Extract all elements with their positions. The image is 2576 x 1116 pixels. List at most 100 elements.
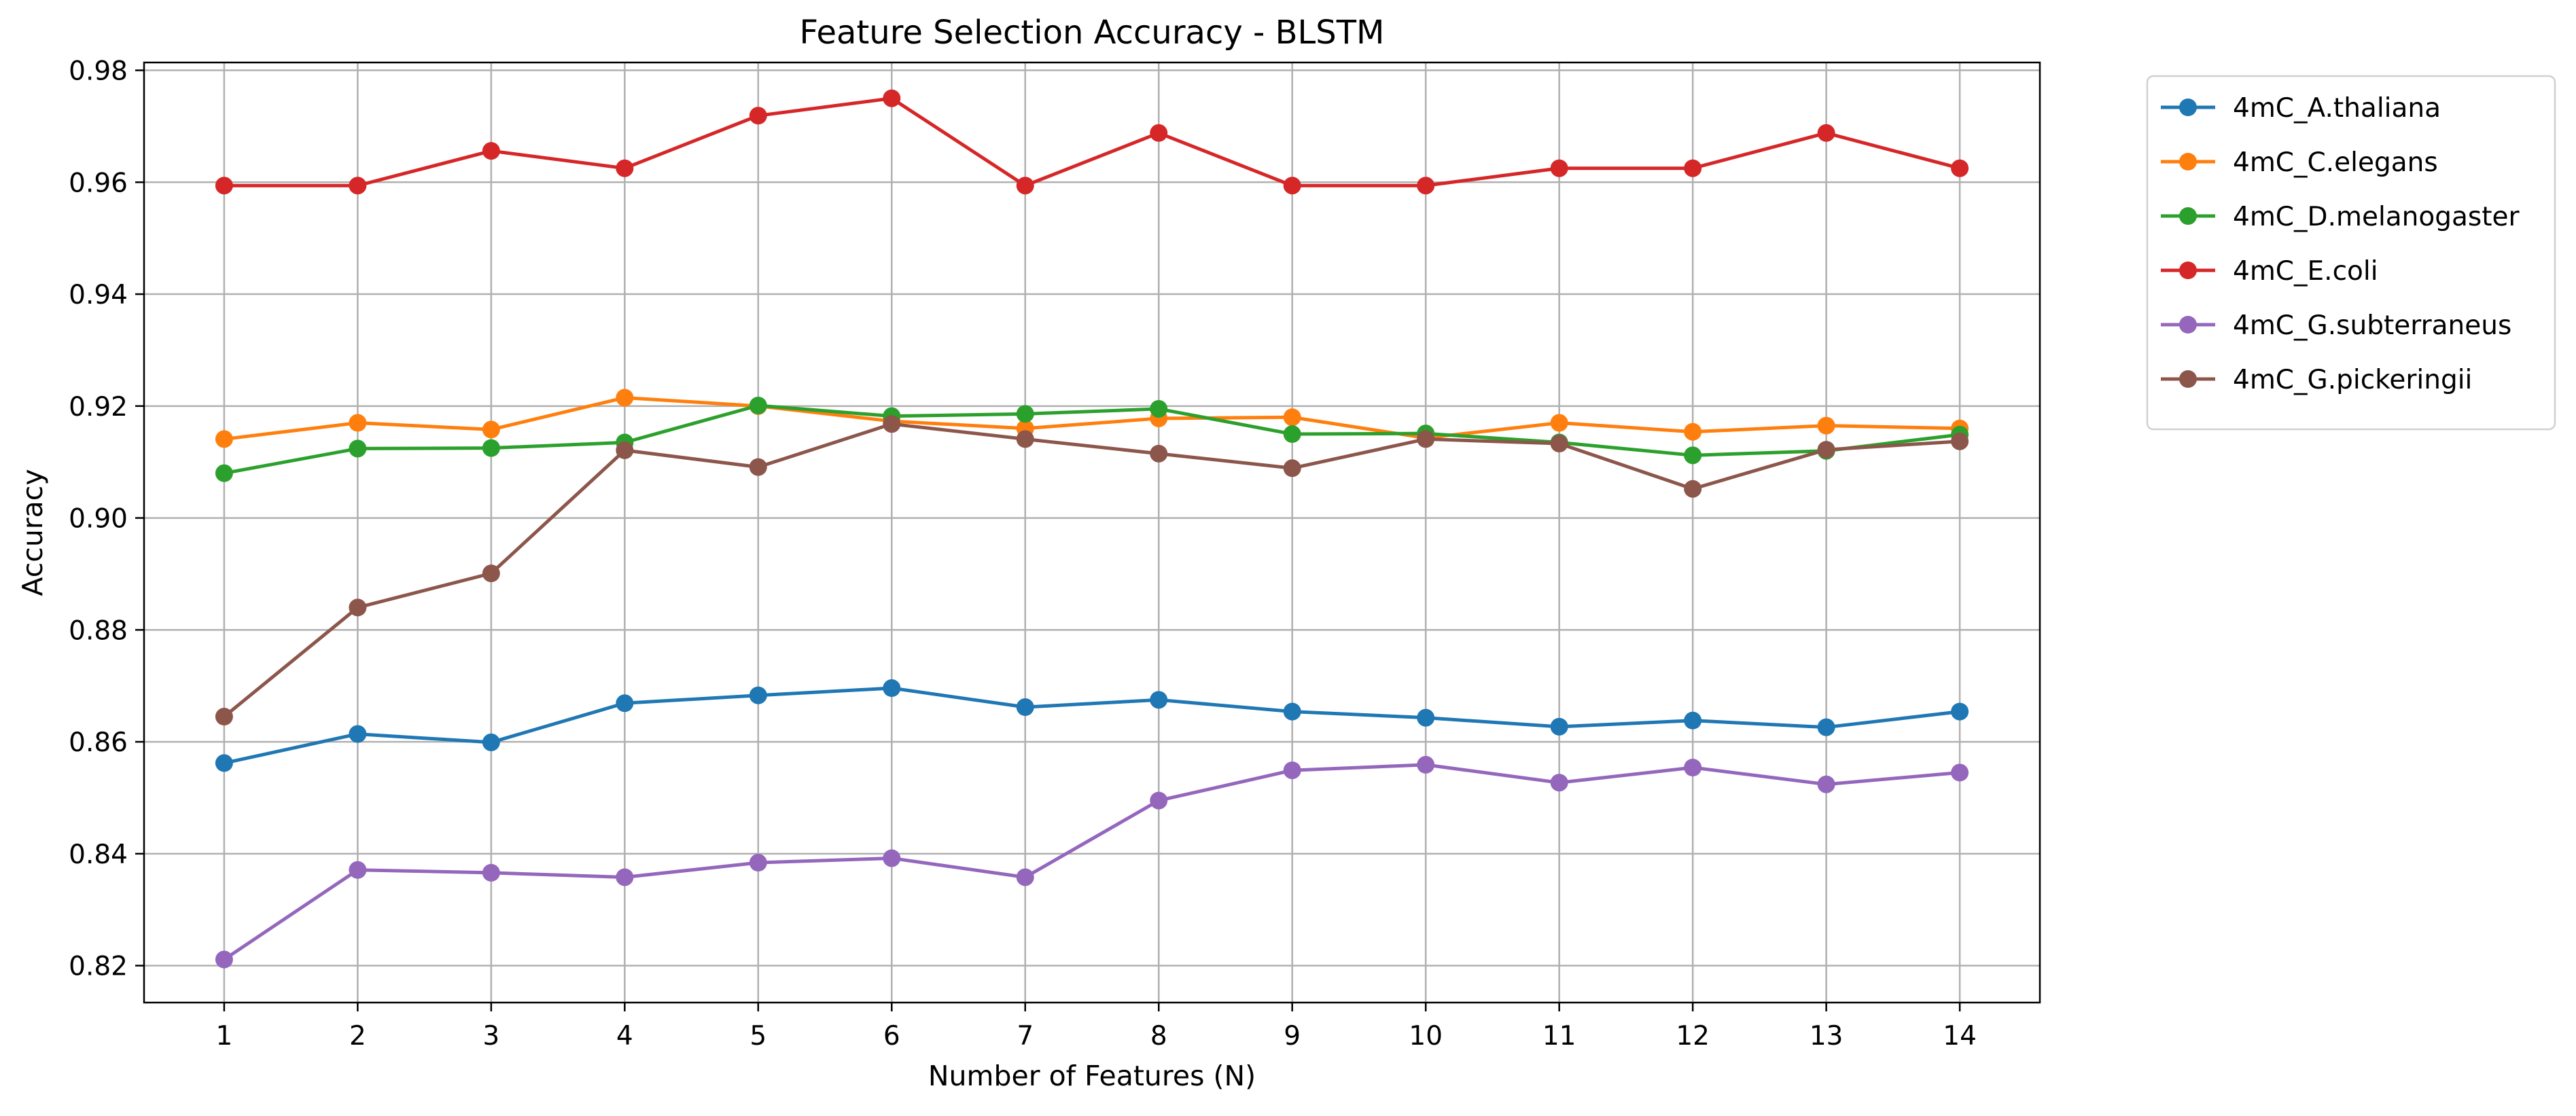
data-point <box>482 564 500 583</box>
series-4mC_E.coli <box>215 89 1969 195</box>
data-point <box>1684 759 1702 776</box>
y-tick-label: 0.88 <box>69 615 128 646</box>
grid-layer <box>144 62 2040 1003</box>
y-tick-label: 0.96 <box>69 168 128 198</box>
series-4mC_G.subterraneus <box>215 755 1969 969</box>
plot-frame <box>143 61 2041 1004</box>
y-tick-label: 0.82 <box>69 952 128 982</box>
legend-marker <box>2179 370 2197 388</box>
legend-label: 4mC_A.thaliana <box>2233 93 2441 124</box>
chart-title: Feature Selection Accuracy - BLSTM <box>800 14 1385 52</box>
series-line <box>223 422 1960 718</box>
y-tick-label: 0.84 <box>69 840 128 870</box>
data-point <box>749 107 767 125</box>
data-point <box>1283 702 1301 721</box>
data-point <box>1684 446 1702 465</box>
data-point <box>1417 708 1435 727</box>
series-layer <box>215 89 1969 969</box>
data-point <box>1684 159 1702 177</box>
data-point <box>1951 702 1969 721</box>
series-line <box>223 763 1960 961</box>
x-tick-label: 3 <box>482 1021 499 1051</box>
data-point <box>349 414 367 432</box>
data-point <box>883 415 901 433</box>
data-point <box>749 686 767 704</box>
data-point <box>1016 430 1034 448</box>
series-line <box>224 686 1960 765</box>
x-tick-label: 1 <box>215 1021 232 1051</box>
data-point <box>1150 444 1168 463</box>
legend-item: 4mC_A.thaliana <box>2161 93 2441 124</box>
data-point <box>215 708 233 726</box>
data-point <box>1550 774 1568 792</box>
data-point <box>1016 405 1034 423</box>
data-point <box>215 950 233 969</box>
y-axis: 0.82 0.84 0.86 0.88 0.90 0.92 0.94 0.96 0.98 <box>69 56 144 982</box>
x-tick-label: 13 <box>1810 1021 1843 1051</box>
data-point <box>1951 432 1969 450</box>
data-point <box>1550 159 1568 177</box>
data-point <box>349 725 367 743</box>
legend-marker <box>2179 153 2197 170</box>
data-point <box>1684 711 1702 730</box>
legend-label: 4mC_E.coli <box>2233 256 2378 287</box>
data-point <box>883 849 901 867</box>
y-tick-label: 0.86 <box>69 727 128 758</box>
data-point <box>883 89 901 107</box>
legend: 4mC_A.thaliana 4mC_C.elegans 4mC_D.melanog… <box>2146 75 2556 431</box>
y-axis-title: Accuracy <box>16 469 49 596</box>
data-point <box>215 464 233 482</box>
x-tick-label: 6 <box>883 1021 900 1051</box>
data-point <box>482 439 500 457</box>
series-4mC_A.thaliana <box>215 679 1969 772</box>
data-point <box>616 868 634 886</box>
data-point <box>482 733 500 751</box>
legend-box <box>2146 75 2556 431</box>
x-tick-label: 8 <box>1150 1021 1167 1051</box>
data-point <box>1283 408 1301 427</box>
series-4mC_G.pickeringii <box>215 415 1969 726</box>
legend-item: 4mC_D.melanogaster <box>2161 202 2520 232</box>
x-tick-label: 4 <box>616 1021 633 1051</box>
x-axis-title: Number of Features (N) <box>928 1060 1256 1092</box>
data-point <box>1150 399 1168 418</box>
data-point <box>1817 124 1835 142</box>
x-tick-label: 12 <box>1676 1021 1710 1051</box>
series-4mC_D.melanogaster <box>215 396 1969 482</box>
legend-marker <box>2179 262 2197 279</box>
data-point <box>1150 124 1168 142</box>
data-point <box>616 441 634 459</box>
data-point <box>1283 459 1301 478</box>
data-point <box>1150 691 1168 709</box>
data-point <box>1951 159 1969 177</box>
x-tick-label: 9 <box>1284 1021 1301 1051</box>
data-point <box>1550 717 1568 736</box>
data-point <box>616 389 634 407</box>
data-point <box>349 861 367 879</box>
legend-item: 4mC_G.subterraneus <box>2161 310 2511 341</box>
data-point <box>349 598 367 617</box>
legend-item: 4mC_G.pickeringii <box>2161 365 2472 395</box>
data-point <box>1283 425 1301 444</box>
data-point <box>1550 435 1568 453</box>
data-point <box>215 754 233 772</box>
data-point <box>1817 775 1835 793</box>
series-line <box>224 395 1960 441</box>
data-point <box>1550 414 1568 432</box>
data-point <box>1016 698 1034 717</box>
data-point <box>349 177 367 195</box>
data-point <box>1150 791 1168 810</box>
legend-marker <box>2179 98 2197 116</box>
data-point <box>1417 430 1435 448</box>
legend-label: 4mC_D.melanogaster <box>2233 202 2520 232</box>
x-tick-label: 7 <box>1017 1021 1034 1051</box>
legend-marker <box>2179 207 2197 225</box>
data-point <box>482 142 500 160</box>
y-tick-label: 0.92 <box>69 392 128 422</box>
legend-label: 4mC_G.subterraneus <box>2233 310 2511 341</box>
data-point <box>616 159 634 177</box>
data-point <box>1684 422 1702 441</box>
y-tick-label: 0.98 <box>69 56 128 87</box>
data-point <box>1951 763 1969 782</box>
y-tick-label: 0.90 <box>69 504 128 535</box>
